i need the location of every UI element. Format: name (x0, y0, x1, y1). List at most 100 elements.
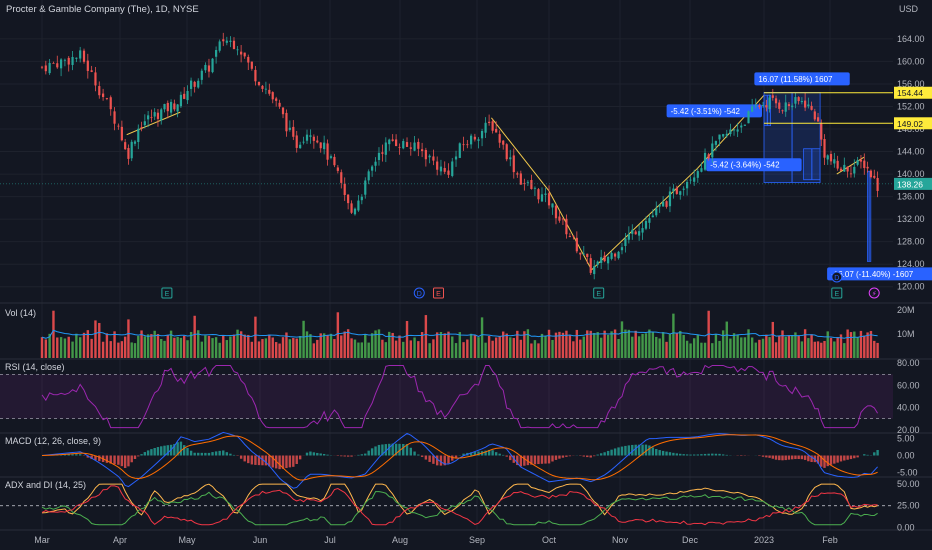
candle[interactable] (381, 144, 384, 162)
candle[interactable] (627, 226, 630, 244)
candle[interactable] (791, 102, 794, 111)
candle[interactable] (398, 143, 401, 155)
candle[interactable] (312, 134, 315, 149)
candle[interactable] (169, 99, 173, 116)
candle[interactable] (347, 194, 350, 210)
rsi-pane[interactable] (0, 364, 893, 429)
event-marker-earnings[interactable]: E (831, 287, 843, 299)
candle[interactable] (309, 129, 312, 144)
candle[interactable] (143, 114, 146, 129)
candle[interactable] (565, 214, 568, 239)
candle[interactable] (179, 91, 183, 108)
candle[interactable] (509, 149, 512, 167)
candle[interactable] (846, 166, 849, 178)
candle[interactable] (254, 65, 257, 86)
candle[interactable] (367, 169, 370, 185)
candle[interactable] (758, 103, 761, 110)
candle[interactable] (466, 140, 469, 149)
candle[interactable] (820, 119, 823, 146)
candle[interactable] (166, 100, 169, 119)
candle[interactable] (725, 129, 728, 138)
candle[interactable] (329, 154, 333, 160)
candle[interactable] (519, 170, 522, 185)
candle[interactable] (551, 203, 554, 215)
candle[interactable] (747, 110, 750, 124)
candle[interactable] (225, 36, 228, 46)
candle[interactable] (56, 55, 59, 69)
candle[interactable] (326, 139, 329, 166)
candle[interactable] (364, 177, 367, 199)
candle[interactable] (395, 134, 398, 147)
candle[interactable] (160, 107, 163, 125)
candle[interactable] (409, 142, 412, 156)
candle[interactable] (82, 48, 86, 64)
candle[interactable] (634, 230, 637, 235)
candle[interactable] (215, 46, 218, 64)
candle[interactable] (488, 114, 491, 126)
price-axis[interactable]: 164.00160.00156.00152.00148.00144.00140.… (894, 34, 932, 532)
candle[interactable] (869, 169, 873, 179)
candle[interactable] (540, 187, 544, 202)
candle[interactable] (391, 134, 394, 142)
candle[interactable] (333, 153, 336, 168)
candle[interactable] (189, 77, 193, 97)
candle[interactable] (651, 209, 654, 218)
candle[interactable] (281, 107, 285, 119)
candle[interactable] (596, 260, 599, 268)
candle[interactable] (729, 123, 732, 137)
candle[interactable] (700, 162, 703, 173)
candle[interactable] (754, 98, 757, 109)
candle[interactable] (173, 99, 176, 112)
candle[interactable] (357, 195, 360, 212)
candle[interactable] (495, 121, 498, 133)
measure-tool-3[interactable]: -16.07 (-11.40%) -1607 (827, 170, 932, 281)
candle[interactable] (285, 109, 288, 137)
candle[interactable] (323, 135, 326, 155)
trendline-3[interactable] (591, 168, 698, 271)
candle[interactable] (533, 186, 537, 196)
candle[interactable] (477, 137, 480, 149)
candle[interactable] (843, 157, 846, 173)
candle[interactable] (631, 224, 634, 240)
candle[interactable] (79, 46, 82, 63)
time-axis[interactable]: Mar Apr May Jun Jul Aug Sep Oct Nov Dec 2023 Feb (34, 535, 838, 545)
candle[interactable] (718, 134, 721, 147)
candle[interactable] (558, 210, 561, 223)
candle[interactable] (75, 57, 78, 63)
candle[interactable] (343, 177, 346, 201)
candle[interactable] (473, 133, 476, 142)
candle[interactable] (876, 171, 879, 198)
candle[interactable] (222, 32, 225, 47)
candlestick-series[interactable] (40, 32, 879, 280)
candle[interactable] (428, 154, 431, 164)
candle[interactable] (675, 185, 678, 195)
candle[interactable] (288, 120, 291, 132)
candle[interactable] (470, 133, 473, 149)
candle[interactable] (101, 88, 105, 101)
candle[interactable] (491, 119, 494, 134)
candle[interactable] (554, 204, 558, 225)
candle[interactable] (498, 130, 501, 148)
candle[interactable] (90, 65, 93, 73)
candle[interactable] (617, 250, 620, 260)
candle[interactable] (804, 93, 807, 112)
measure-tool-1[interactable]: -5.42 (-3.51%) -542 (666, 94, 771, 127)
candle[interactable] (443, 161, 446, 175)
candle[interactable] (120, 120, 123, 142)
candle[interactable] (523, 178, 526, 191)
candle[interactable] (113, 107, 116, 131)
candle[interactable] (200, 68, 203, 85)
candle[interactable] (682, 186, 685, 196)
candle[interactable] (336, 164, 339, 174)
candle[interactable] (689, 176, 692, 184)
candle[interactable] (268, 83, 271, 96)
candle[interactable] (658, 204, 661, 213)
event-marker-dividend[interactable]: D (831, 271, 843, 283)
candle[interactable] (71, 50, 74, 71)
candle[interactable] (458, 142, 461, 159)
candle[interactable] (240, 45, 243, 63)
candle[interactable] (800, 97, 803, 105)
candle[interactable] (778, 99, 781, 113)
event-marker-earnings[interactable]: E (161, 287, 173, 299)
